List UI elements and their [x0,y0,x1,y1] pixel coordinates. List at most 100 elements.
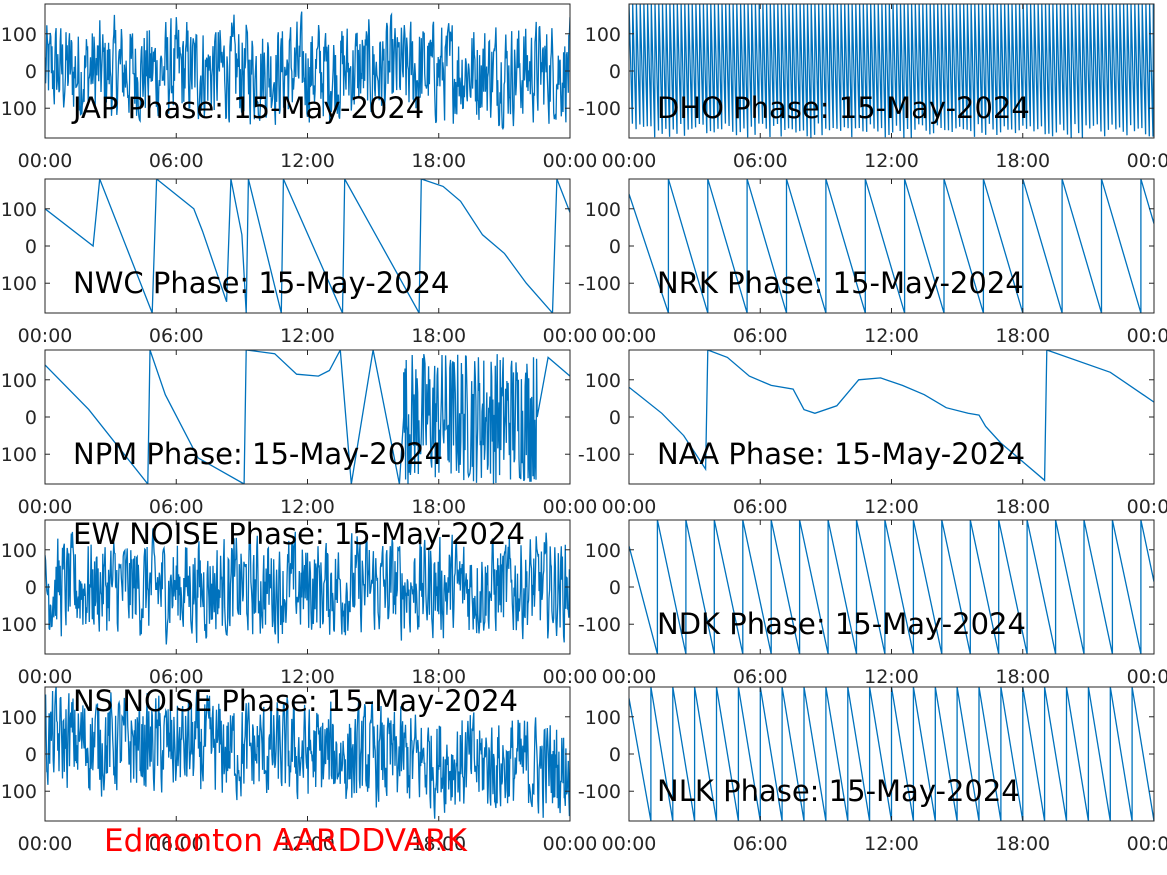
x-tick-label: 18:00 [411,150,466,172]
y-tick-label: -100 [0,444,37,466]
y-tick-label: -100 [578,781,621,803]
x-tick-label: 06:00 [733,666,788,688]
panel-title: NRK Phase: 15-May-2024 [657,266,1024,300]
y-tick-label: 100 [585,24,621,46]
y-tick-label: 100 [585,370,621,392]
phase-trace [629,687,1154,821]
x-tick-label: 00:00 [1127,666,1167,688]
panel-2: 100 0 -100 00:00 06:00 12:00 18:00 00:00 DHO Pha… [578,3,1167,172]
panel-5: 100 0 -100 00:00 06:00 12:00 18:00 00:00 NPM Pha… [0,349,598,518]
x-tick-label: 18:00 [411,666,466,688]
x-tick-label: 12:00 [864,150,919,172]
x-tick-label: 12:00 [864,833,919,855]
panel-3: 100 0 -100 00:00 06:00 12:00 18:00 00:00 NWC Pha… [0,178,598,347]
panel-title: DHO Phase: 15-May-2024 [657,91,1030,125]
y-tick-label: -100 [0,614,37,636]
x-tick-label: 00:00 [1127,325,1167,347]
x-tick-label: 00:00 [18,496,73,518]
y-tick-label: 100 [585,707,621,729]
x-tick-label: 00:00 [1127,496,1167,518]
phase-trace [45,687,570,819]
panel-title: NAA Phase: 15-May-2024 [657,437,1025,471]
y-tick-label: -100 [578,444,621,466]
panel-title: NPM Phase: 15-May-2024 [73,437,443,471]
y-tick-label: 100 [1,707,37,729]
phase-trace [629,520,1154,654]
phase-trace [629,4,1154,138]
panel-title: JAP Phase: 15-May-2024 [71,91,424,125]
y-tick-label: -100 [0,98,37,120]
x-tick-label: 12:00 [864,325,919,347]
y-tick-label: -100 [578,273,621,295]
x-tick-label: 12:00 [280,150,335,172]
panel-title: NDK Phase: 15-May-2024 [657,607,1026,641]
panel-title: NLK Phase: 15-May-2024 [657,774,1020,808]
panel-8: 100 0 -100 00:00 06:00 12:00 18:00 00:00 NDK Pha… [578,519,1167,688]
x-tick-label: 00:00 [1127,150,1167,172]
x-tick-label: 00:00 [602,496,657,518]
x-tick-label: 06:00 [149,666,204,688]
x-tick-label: 00:00 [543,666,598,688]
x-tick-label: 18:00 [411,325,466,347]
x-tick-label: 06:00 [733,150,788,172]
phase-trace [45,179,570,313]
phase-trace [629,350,1154,482]
phase-trace [45,11,570,131]
y-tick-label: 0 [25,577,37,599]
x-tick-label: 12:00 [280,666,335,688]
y-tick-label: 0 [25,744,37,766]
x-tick-label: 12:00 [864,496,919,518]
panel-title: EW NOISE Phase: 15-May-2024 [73,517,525,551]
panel-1: 100 0 -100 00:00 06:00 12:00 18:00 00:00 JAP Pha… [0,3,598,172]
y-tick-label: -100 [0,781,37,803]
x-tick-label: 18:00 [995,150,1050,172]
y-tick-label: -100 [578,98,621,120]
y-tick-label: 100 [585,199,621,221]
x-tick-label: 06:00 [149,833,204,855]
y-tick-label: 100 [1,540,37,562]
y-tick-label: 0 [609,577,621,599]
x-tick-label: 00:00 [543,325,598,347]
panel-10: 100 0 -100 00:00 06:00 12:00 18:00 00:00 NLK Pha… [578,686,1167,855]
x-tick-label: 06:00 [733,325,788,347]
panel-9: 100 0 -100 00:00 06:00 12:00 18:00 00:00 NS NOIS… [0,684,597,855]
x-tick-label: 18:00 [995,325,1050,347]
panel-4: 100 0 -100 00:00 06:00 12:00 18:00 00:00 NRK Pha… [578,178,1167,347]
x-tick-label: 12:00 [280,325,335,347]
y-tick-label: 0 [609,744,621,766]
x-tick-label: 00:00 [543,150,598,172]
x-tick-label: 00:00 [543,496,598,518]
y-tick-label: -100 [578,614,621,636]
phase-trace [629,179,1154,313]
x-tick-label: 00:00 [18,325,73,347]
phase-trace [45,528,570,645]
x-tick-label: 00:00 [18,833,73,855]
y-tick-label: 0 [609,407,621,429]
panel-title: NWC Phase: 15-May-2024 [73,266,450,300]
x-tick-label: 18:00 [411,833,466,855]
y-tick-label: 0 [25,407,37,429]
x-tick-label: 00:00 [543,833,598,855]
x-tick-label: 12:00 [280,833,335,855]
y-tick-label: 100 [1,370,37,392]
x-tick-label: 00:00 [18,150,73,172]
y-tick-label: 100 [585,540,621,562]
x-tick-label: 00:00 [1127,833,1167,855]
x-tick-label: 06:00 [733,496,788,518]
y-tick-label: 100 [1,199,37,221]
x-tick-label: 18:00 [995,496,1050,518]
x-tick-label: 06:00 [149,150,204,172]
x-tick-label: 00:00 [602,833,657,855]
x-tick-label: 00:00 [18,666,73,688]
x-tick-label: 12:00 [280,496,335,518]
x-tick-label: 06:00 [149,325,204,347]
panel-7: 100 0 -100 00:00 06:00 12:00 18:00 00:00 EW NOIS… [0,517,597,688]
y-tick-label: 0 [25,61,37,83]
x-tick-label: 06:00 [149,496,204,518]
y-tick-label: 100 [1,24,37,46]
y-tick-label: 0 [25,236,37,258]
panel-6: 100 0 -100 00:00 06:00 12:00 18:00 00:00 NAA Pha… [578,349,1167,518]
x-tick-label: 18:00 [995,833,1050,855]
x-tick-label: 00:00 [602,150,657,172]
